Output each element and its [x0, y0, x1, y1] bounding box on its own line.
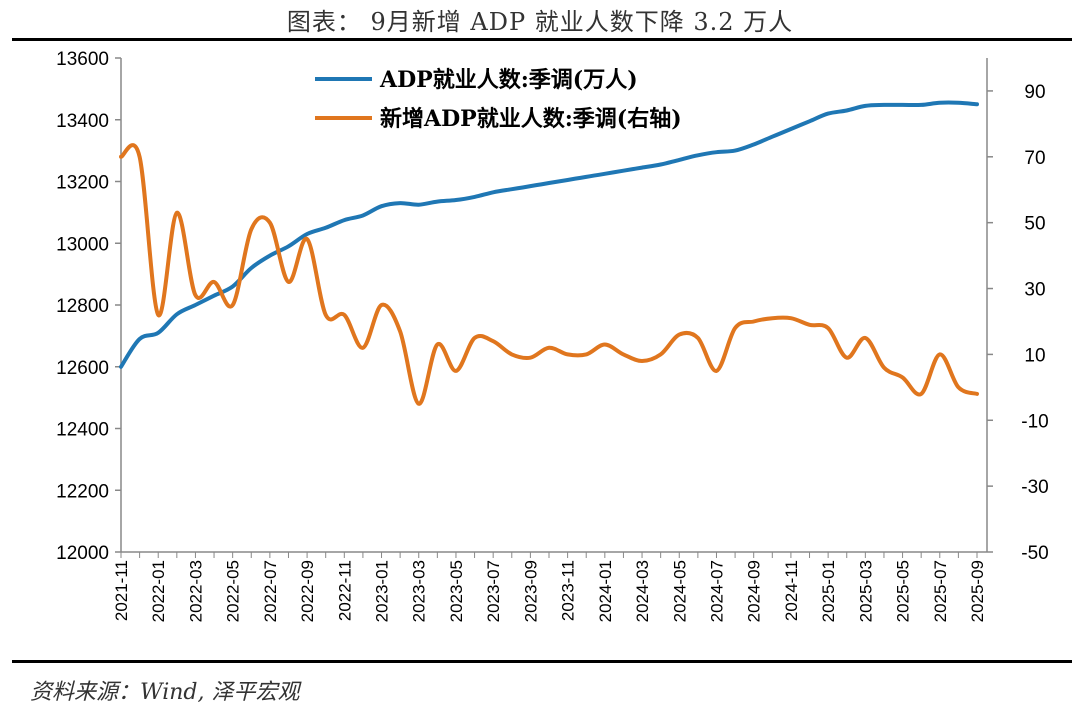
left-tick-label: 13000 — [56, 234, 109, 255]
source-note: 资料来源：Wind, 泽平宏观 — [30, 680, 300, 705]
right-tick-label: 90 — [1024, 82, 1045, 103]
right-tick-label: 70 — [1024, 148, 1045, 169]
x-tick-label: 2022-03 — [186, 560, 205, 622]
left-tick-label: 12400 — [56, 420, 109, 441]
x-tick-label: 2022-11 — [335, 560, 354, 621]
right-tick-label: 50 — [1024, 214, 1045, 235]
left-tick-label: 13200 — [56, 173, 109, 194]
right-tick-label: -50 — [1021, 543, 1048, 564]
right-tick-label: 30 — [1024, 280, 1045, 301]
series-layer — [119, 100, 979, 406]
x-tick-label: 2025-05 — [894, 560, 913, 622]
x-tick-label: 2024-03 — [633, 560, 652, 622]
x-tick-label: 2021-11 — [112, 560, 131, 621]
left-tick-label: 13600 — [56, 49, 109, 70]
x-tick-label: 2024-05 — [670, 560, 689, 622]
right-tick-label: -30 — [1021, 477, 1048, 498]
top-rule — [12, 38, 1072, 41]
x-tick-label: 2023-07 — [484, 560, 503, 622]
x-tick-label: 2024-01 — [596, 560, 615, 622]
series-line-change — [119, 143, 979, 406]
legend-label-employment: ADP就业人数:季调(万人) — [379, 67, 638, 93]
series-line-employment — [119, 100, 979, 369]
left-tick-label: 12200 — [56, 481, 109, 502]
x-tick-label: 2024-11 — [782, 560, 801, 621]
x-tick-label: 2023-11 — [559, 560, 578, 621]
x-tick-label: 2023-01 — [373, 560, 392, 622]
axes-layer: 12000 12200 12400 12600 12800 13000 13200 13400… — [56, 49, 1049, 622]
x-tick-label: 2025-01 — [819, 560, 838, 622]
x-tick-label: 2023-03 — [410, 560, 429, 622]
legend-label-change: 新增ADP就业人数:季调(右轴) — [380, 106, 682, 132]
x-tick-label: 2022-05 — [224, 560, 243, 622]
right-tick-label: 10 — [1024, 345, 1045, 366]
x-tick-label: 2022-09 — [298, 560, 317, 622]
left-tick-label: 12600 — [56, 358, 109, 379]
x-tick-label: 2024-07 — [707, 560, 726, 622]
x-tick-label: 2023-05 — [447, 560, 466, 622]
x-tick-label: 2022-07 — [261, 560, 280, 622]
x-tick-label: 2025-07 — [931, 560, 950, 622]
x-tick-label: 2022-01 — [149, 560, 168, 622]
left-tick-label: 12800 — [56, 296, 109, 317]
x-tick-label: 2023-09 — [521, 560, 540, 622]
left-tick-label: 12000 — [56, 543, 109, 564]
legend: ADP就业人数:季调(万人) 新增ADP就业人数:季调(右轴) — [315, 67, 682, 132]
x-tick-label: 2025-03 — [856, 560, 875, 622]
x-tick-label: 2025-09 — [968, 560, 987, 622]
bottom-rule — [12, 660, 1072, 663]
left-tick-label: 13400 — [56, 111, 109, 132]
right-tick-label: -10 — [1021, 411, 1048, 432]
x-tick-label: 2024-09 — [745, 560, 764, 622]
chart-title: 图表： 9月新增 ADP 就业人数下降 3.2 万人 — [286, 8, 794, 36]
